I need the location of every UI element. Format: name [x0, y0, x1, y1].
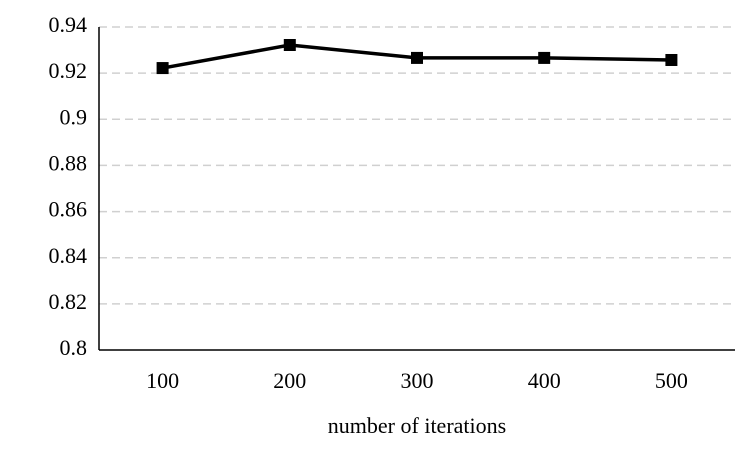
x-tick-label: 100: [146, 368, 179, 393]
x-tick-label: 500: [655, 368, 688, 393]
x-tick-label: 300: [401, 368, 434, 393]
y-tick-label: 0.9: [60, 104, 88, 129]
y-tick-label: 0.84: [49, 243, 88, 268]
marker: [665, 53, 678, 66]
y-tick-label: 0.8: [60, 335, 88, 360]
y-tick-label: 0.94: [49, 12, 88, 37]
marker: [283, 38, 296, 51]
marker: [411, 51, 423, 64]
marker: [538, 51, 551, 64]
x-tick-label: 200: [273, 368, 306, 393]
y-tick-label: 0.92: [49, 58, 88, 83]
y-tick-label: 0.86: [49, 197, 88, 222]
x-axis-label: number of iterations: [328, 413, 506, 438]
marker: [156, 62, 169, 75]
y-tick-label: 0.88: [49, 150, 88, 175]
y-tick-label: 0.82: [49, 289, 88, 314]
x-tick-label: 400: [528, 368, 561, 393]
